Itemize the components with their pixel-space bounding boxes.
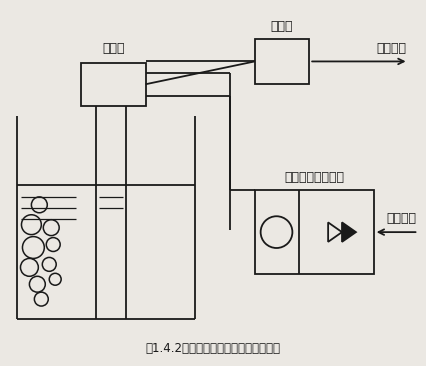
Text: 図1.4.2　気泡式レベル計の原理系統例: 図1.4.2 気泡式レベル計の原理系統例 xyxy=(146,342,280,355)
Text: 変換器: 変換器 xyxy=(271,20,293,33)
Bar xyxy=(255,39,309,84)
Text: 気泡管: 気泡管 xyxy=(102,42,124,55)
Text: エアパージセット: エアパージセット xyxy=(284,171,344,184)
Text: 出力信号: 出力信号 xyxy=(377,42,406,56)
Bar xyxy=(81,63,146,106)
Polygon shape xyxy=(342,223,356,242)
Text: 圧縮空気: 圧縮空気 xyxy=(386,212,417,225)
Bar xyxy=(255,190,374,274)
